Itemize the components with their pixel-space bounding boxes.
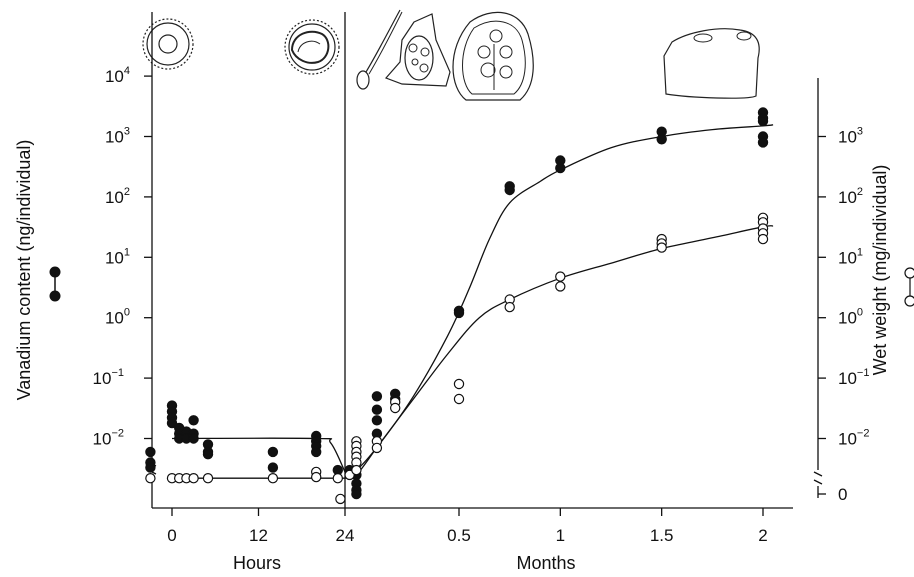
legend-open-marker [904, 267, 914, 279]
juvenile-icon [384, 13, 451, 87]
wet_weight-point [311, 471, 322, 483]
left-axis-title: Vanadium content (ng/individual) [14, 140, 34, 401]
left-tick-label: 10−2 [93, 428, 124, 449]
right-axis-break-icon [813, 471, 823, 485]
x-tick-label-months: 1.5 [650, 526, 674, 545]
wet_weight-point [145, 473, 156, 484]
x-tick-label-hours: 24 [336, 526, 355, 545]
x-axis-title-months: Months [516, 553, 575, 573]
right-tick-label: 102 [838, 186, 863, 207]
left-tick-label: 101 [105, 246, 130, 267]
left-axis-ticks: 104 103 102 101 100 10−1 10−2 [93, 65, 152, 449]
vanadium-curve-months [344, 124, 774, 474]
legend-open-marker [904, 295, 914, 307]
right-tick-label: 0 [838, 485, 847, 504]
left-tick-label: 104 [105, 65, 130, 86]
vanadium-point [371, 391, 383, 402]
x-axis-title-hours: Hours [233, 553, 281, 573]
vanadium-point [757, 137, 769, 148]
right-axis-title: Wet weight (mg/individual) [870, 165, 890, 376]
vanadium-point [267, 446, 279, 458]
left-tick-label: 102 [105, 186, 130, 207]
vanadium-point [371, 415, 383, 426]
adult-ascidian-icon [663, 28, 760, 99]
young-ascidian-icon [452, 11, 534, 101]
vanadium-point [145, 462, 156, 473]
wet_weight-point [202, 473, 214, 484]
wet_weight-point [188, 473, 199, 484]
wet_weight-point [267, 473, 279, 484]
wet_weight-point [371, 442, 383, 454]
vanadium-point [202, 449, 214, 460]
wet_weight-point [504, 301, 515, 313]
wet_weight-curve-months [344, 225, 774, 480]
vanadium-point [145, 446, 156, 458]
right-tick-label: 103 [838, 126, 863, 147]
vanadium-point [504, 184, 515, 196]
x-tick-label-hours: 12 [249, 526, 268, 545]
legend-filled-marker [49, 290, 61, 302]
wet_weight-point [555, 271, 566, 282]
vanadium-point [453, 307, 465, 319]
right-tick-label: 10−2 [838, 428, 869, 449]
right-axis-ticks: 103 102 101 100 10−1 10−2 0 [818, 126, 869, 504]
wet_weight-point [453, 393, 465, 405]
vanadium-point [188, 415, 199, 426]
egg-icon [142, 18, 194, 70]
data-points [145, 107, 769, 505]
wet_weight-point [555, 281, 566, 292]
wet_weight-point [335, 493, 346, 505]
wet_weight-point [757, 233, 769, 245]
vanadium-point [311, 446, 322, 458]
left-tick-label: 103 [105, 126, 130, 147]
vanadium-point [166, 417, 178, 429]
wet_weight-point [351, 464, 362, 476]
x-tick-label-hours: 0 [167, 526, 176, 545]
vanadium-curve-hours [171, 437, 346, 473]
wet_weight-point [656, 242, 667, 253]
x-axis-ticks: 0 12 24 0.5 1 1.5 2 [167, 508, 768, 545]
embryo-icon [284, 19, 340, 75]
right-tick-label: 101 [838, 246, 863, 267]
legend-wet-weight [904, 267, 914, 307]
vanadium-point [267, 462, 279, 473]
left-tick-label: 10−1 [93, 367, 124, 388]
vanadium-point [351, 488, 362, 500]
vanadium-point [757, 115, 769, 127]
axes [147, 12, 823, 509]
right-tick-label: 10−1 [838, 367, 869, 388]
vanadium-point [371, 404, 383, 415]
vanadium-point [188, 433, 199, 444]
right-tick-label: 100 [838, 307, 863, 328]
x-tick-label-months: 0.5 [447, 526, 471, 545]
wet_weight-point [390, 402, 401, 414]
legend-vanadium [49, 266, 61, 302]
x-tick-label-months: 2 [758, 526, 767, 545]
vanadium-point [656, 134, 667, 145]
x-tick-label-months: 1 [556, 526, 565, 545]
wet_weight-point [453, 378, 465, 390]
vanadium-point [555, 162, 566, 174]
wet_weight-point [332, 473, 343, 484]
developmental-stage-illustrations [142, 9, 760, 101]
larva-icon [356, 9, 403, 90]
left-tick-label: 100 [105, 307, 130, 328]
fitted-curves [171, 124, 774, 480]
